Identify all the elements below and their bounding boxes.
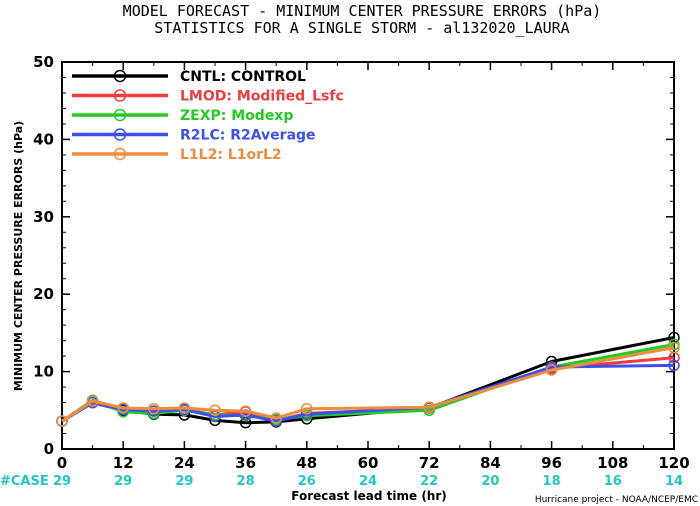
y-tick-label: 10 [33, 363, 54, 381]
case-count-label: 18 [543, 474, 561, 489]
series-point [668, 338, 680, 351]
series-point [117, 402, 129, 414]
y-tick-label: 40 [33, 130, 54, 148]
case-count-label: 22 [420, 474, 438, 489]
x-tick-label: 108 [597, 454, 628, 472]
x-axis-label: Forecast lead time (hr) [291, 489, 447, 503]
case-count-label: 24 [359, 474, 377, 489]
case-counts: 29 29 29 28 26 24 22 20 18 16 14 [53, 474, 683, 489]
x-tick-label: 72 [419, 454, 440, 472]
y-tick-label: 50 [33, 53, 54, 71]
x-tick-label: 0 [57, 454, 67, 472]
legend-marker [113, 89, 127, 102]
series-point [209, 404, 221, 417]
legend: CNTL: CONTROL LMOD: Modified_Lsfc ZEXP: Mo… [72, 69, 344, 163]
case-count-label: 28 [237, 474, 255, 489]
case-label: #CASE [0, 474, 49, 489]
chart-title-line1: MODEL FORECAST - MINIMUM CENTER PRESSURE… [123, 2, 602, 20]
x-tick-label: 84 [480, 454, 501, 472]
y-tick-label: 0 [44, 440, 54, 458]
y-tick-label: 30 [33, 208, 54, 226]
x-tick-label: 48 [296, 454, 317, 472]
series-point [239, 405, 252, 417]
series-point [423, 401, 435, 413]
x-tick-label: 36 [235, 454, 256, 472]
chart-title-line2: STATISTICS FOR A SINGLE STORM - al132020… [154, 19, 569, 37]
x-tick-label: 120 [658, 454, 689, 472]
series-point [270, 412, 282, 424]
y-tick-label: 20 [33, 285, 54, 303]
x-tick-label: 12 [113, 454, 134, 472]
legend-label: R2LC: R2Average [180, 128, 316, 144]
series-point [86, 395, 99, 407]
case-count-label: 29 [175, 474, 193, 489]
x-tick-label: 24 [174, 454, 195, 472]
legend-marker [113, 128, 127, 141]
case-count-label: 29 [114, 474, 132, 489]
case-count-label: 16 [604, 474, 622, 489]
x-axis: 0 12 24 36 48 60 72 84 96 108 120 [57, 62, 690, 472]
legend-marker [113, 147, 127, 161]
series-layer [56, 331, 680, 429]
series-point [56, 415, 68, 427]
legend-marker [113, 108, 127, 122]
series-point [148, 403, 160, 415]
x-tick-label: 96 [541, 454, 562, 472]
x-tick-label: 60 [358, 454, 379, 472]
series-point [668, 341, 680, 354]
case-count-label: 14 [665, 474, 683, 489]
y-axis-label: MINIMUM CENTER PRESSURE ERRORS (hPa) [12, 121, 25, 391]
case-count-label: 20 [481, 474, 499, 489]
legend-label: L1L2: L1orL2 [180, 147, 282, 163]
case-count-label: 26 [298, 474, 316, 489]
series-point [545, 361, 558, 373]
series-point [545, 364, 558, 376]
series-point [270, 415, 282, 427]
legend-label: ZEXP: Modexp [180, 108, 293, 124]
legend-label: LMOD: Modified_Lsfc [180, 89, 344, 105]
credit-text: Hurricane project - NOAA/NCEP/EMC [535, 495, 698, 505]
series-point [423, 404, 435, 417]
series-point [178, 402, 191, 414]
legend-marker [113, 69, 127, 83]
y-axis: 0 10 20 30 40 50 [33, 53, 674, 458]
series-point [301, 403, 313, 415]
case-count-label: 29 [53, 474, 71, 489]
series-point [239, 416, 252, 429]
plot-frame [61, 61, 675, 450]
legend-label: CNTL: CONTROL [180, 69, 306, 85]
series-point [668, 359, 680, 372]
